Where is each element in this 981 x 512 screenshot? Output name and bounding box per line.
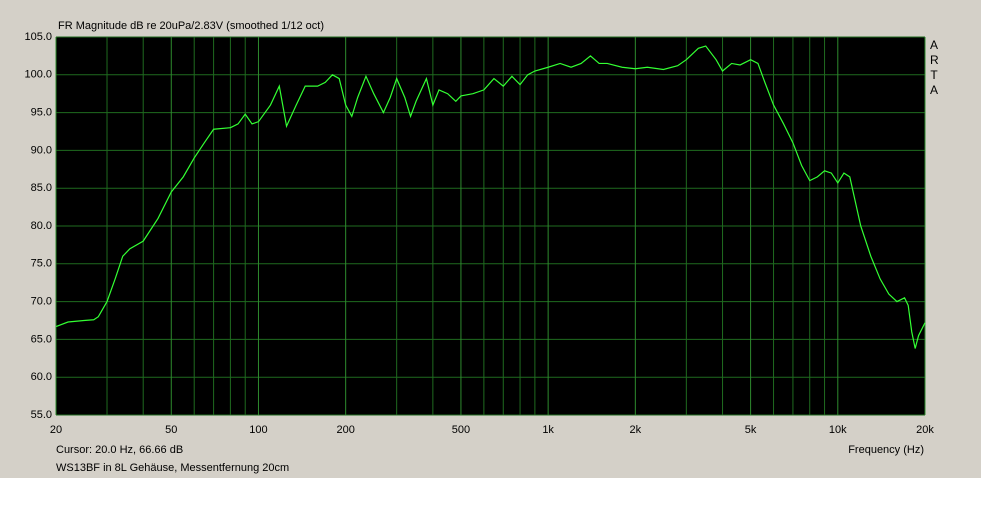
chart-title: FR Magnitude dB re 20uPa/2.83V (smoothed… [58,20,324,32]
y-tick-label: 70.0 [31,296,52,308]
y-tick-label: 90.0 [31,144,52,156]
y-tick-label: 100.0 [24,69,52,81]
x-tick-label: 10k [829,424,847,436]
response-curve [55,45,926,349]
x-tick-label: 20k [916,424,934,436]
x-axis-label: Frequency (Hz) [848,444,924,456]
cursor-readout: Cursor: 20.0 Hz, 66.66 dB [56,444,183,456]
y-tick-label: 85.0 [31,182,52,194]
note: WS13BF in 8L Gehäuse, Messentfernung 20c… [56,462,289,474]
brand: ARTA [930,38,939,97]
y-tick-label: 105.0 [24,31,52,43]
y-tick-label: 75.0 [31,258,52,270]
y-tick-label: 60.0 [31,371,52,383]
y-tick-label: 65.0 [31,333,52,345]
x-tick-label: 20 [50,424,62,436]
y-tick-label: 80.0 [31,220,52,232]
x-tick-label: 50 [165,424,177,436]
x-tick-label: 100 [249,424,267,436]
x-tick-label: 5k [745,424,757,436]
x-tick-label: 1k [542,424,554,436]
y-tick-label: 95.0 [31,107,52,119]
y-tick-label: 55.0 [31,409,52,421]
x-tick-label: 200 [336,424,354,436]
x-tick-label: 2k [630,424,642,436]
x-tick-label: 500 [452,424,470,436]
